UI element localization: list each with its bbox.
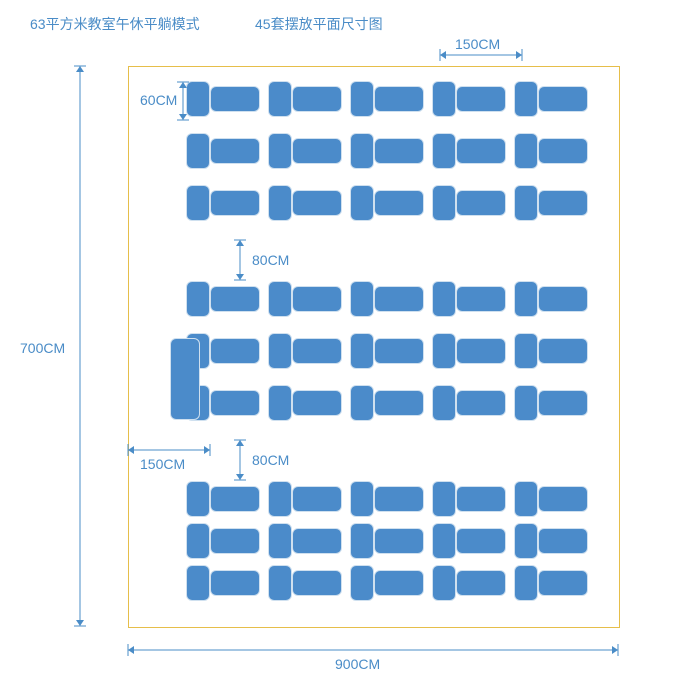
title-right: 45套摆放平面尺寸图 xyxy=(255,14,383,34)
chair-shape xyxy=(350,81,374,117)
chair-shape xyxy=(268,133,292,169)
chair-shape xyxy=(432,333,456,369)
chair-shape xyxy=(514,133,538,169)
chair-shape xyxy=(432,523,456,559)
desk-shape xyxy=(538,190,588,216)
dim-leftspan-label: 150CM xyxy=(140,456,185,472)
chair-shape xyxy=(186,481,210,517)
desk-shape xyxy=(292,138,342,164)
chair-shape xyxy=(186,81,210,117)
chair-shape xyxy=(350,133,374,169)
desk-shape xyxy=(374,138,424,164)
desk-shape xyxy=(538,338,588,364)
desk-shape xyxy=(210,286,260,312)
chair-shape xyxy=(432,133,456,169)
chair-shape xyxy=(268,333,292,369)
chair-shape xyxy=(350,385,374,421)
dim-gap2-label: 80CM xyxy=(252,452,289,468)
dim-height-label: 700CM xyxy=(20,340,65,356)
chair-shape xyxy=(350,281,374,317)
chair-shape xyxy=(514,81,538,117)
desk-shape xyxy=(374,486,424,512)
desk-shape xyxy=(292,390,342,416)
desk-shape xyxy=(374,338,424,364)
desk-shape xyxy=(374,390,424,416)
desk-shape xyxy=(456,338,506,364)
desk-shape xyxy=(538,138,588,164)
desk-shape xyxy=(538,286,588,312)
chair-shape xyxy=(186,281,210,317)
chair-shape xyxy=(268,565,292,601)
chair-shape xyxy=(186,133,210,169)
chair-shape xyxy=(432,281,456,317)
desk-shape xyxy=(456,86,506,112)
desk-shape xyxy=(210,570,260,596)
desk-shape xyxy=(538,486,588,512)
desk-shape xyxy=(210,528,260,554)
chair-shape xyxy=(350,481,374,517)
chair-shape xyxy=(186,523,210,559)
chair-shape xyxy=(514,385,538,421)
chair-shape xyxy=(268,81,292,117)
desk-shape xyxy=(538,390,588,416)
desk-shape xyxy=(374,286,424,312)
dim-width-label: 900CM xyxy=(335,656,380,672)
chair-shape xyxy=(514,481,538,517)
desk-shape xyxy=(456,286,506,312)
dim-gap1-label: 80CM xyxy=(252,252,289,268)
desk-shape xyxy=(292,570,342,596)
desk-shape xyxy=(292,486,342,512)
desk-shape xyxy=(456,570,506,596)
desk-shape xyxy=(456,190,506,216)
chair-shape xyxy=(350,565,374,601)
desk-shape xyxy=(292,86,342,112)
chair-shape xyxy=(268,523,292,559)
chair-shape xyxy=(514,185,538,221)
desk-shape xyxy=(456,390,506,416)
desk-shape xyxy=(210,390,260,416)
desk-shape xyxy=(538,570,588,596)
desk-shape xyxy=(374,190,424,216)
chair-shape xyxy=(350,185,374,221)
title-left: 63平方米教室午休平躺模式 xyxy=(30,14,200,34)
desk-shape xyxy=(538,86,588,112)
desk-shape xyxy=(374,570,424,596)
desk-shape xyxy=(456,528,506,554)
desk-shape xyxy=(210,86,260,112)
desk-shape xyxy=(210,486,260,512)
chair-shape xyxy=(268,385,292,421)
desk-shape xyxy=(210,338,260,364)
chair-shape xyxy=(268,185,292,221)
dim-rowh-label: 60CM xyxy=(140,92,177,108)
dim-topspan-label: 150CM xyxy=(455,36,500,52)
desk-shape xyxy=(292,338,342,364)
chair-shape xyxy=(432,81,456,117)
chair-shape xyxy=(268,281,292,317)
desk-shape xyxy=(374,86,424,112)
desk-shape xyxy=(374,528,424,554)
chair-shape xyxy=(432,481,456,517)
chair-shape xyxy=(432,185,456,221)
chair-shape xyxy=(514,333,538,369)
desk-shape xyxy=(292,190,342,216)
desk-shape xyxy=(210,138,260,164)
chair-shape xyxy=(350,523,374,559)
desk-shape xyxy=(292,528,342,554)
chair-shape xyxy=(186,185,210,221)
chair-shape xyxy=(268,481,292,517)
desk-shape xyxy=(456,138,506,164)
chair-shape xyxy=(514,523,538,559)
chair-shape xyxy=(514,565,538,601)
chair-shape xyxy=(350,333,374,369)
desk-shape xyxy=(538,528,588,554)
chair-shape xyxy=(186,565,210,601)
chair-shape xyxy=(432,385,456,421)
chair-shape xyxy=(432,565,456,601)
chair-shape xyxy=(514,281,538,317)
desk-shape xyxy=(210,190,260,216)
desk-shape xyxy=(456,486,506,512)
desk-shape xyxy=(292,286,342,312)
big-chair-shape xyxy=(170,338,200,420)
